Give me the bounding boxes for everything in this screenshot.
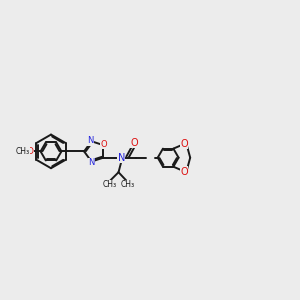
Text: N: N [118, 153, 125, 163]
Text: CH₃: CH₃ [102, 180, 116, 189]
Text: N: N [88, 158, 95, 167]
Text: O: O [100, 140, 107, 148]
Text: CH₃: CH₃ [120, 180, 134, 189]
Text: O: O [180, 167, 188, 177]
Text: O: O [180, 139, 188, 148]
Text: O: O [131, 137, 138, 148]
Text: CH₃: CH₃ [15, 147, 29, 156]
Text: N: N [87, 136, 93, 145]
Text: O: O [27, 147, 34, 156]
